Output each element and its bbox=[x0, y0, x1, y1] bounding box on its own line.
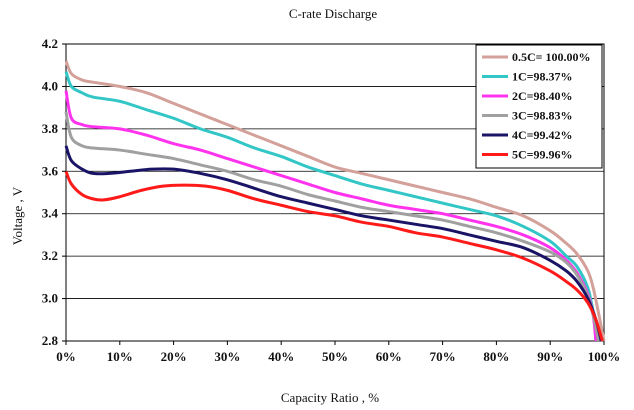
series-layer bbox=[64, 60, 606, 342]
y-tick-label: 3.6 bbox=[42, 163, 59, 178]
y-tick-label: 4.2 bbox=[42, 36, 58, 51]
x-tick-label: 60% bbox=[376, 349, 402, 364]
legend-label: 5C=99.96% bbox=[512, 148, 573, 162]
legend: 0.5C= 100.00% 1C=98.37% 2C=98.40% 3C=98.83%… bbox=[475, 44, 603, 169]
legend-label: 2C=98.40% bbox=[512, 89, 573, 103]
x-tick-label: 40% bbox=[268, 349, 294, 364]
series-line-2 bbox=[64, 71, 598, 342]
x-tick-label: 0% bbox=[56, 349, 76, 364]
series-line-4 bbox=[64, 111, 601, 342]
x-tick-label: 10% bbox=[107, 349, 133, 364]
x-tick-label: 30% bbox=[214, 349, 240, 364]
y-tick-label: 3.0 bbox=[42, 291, 58, 306]
legend-box bbox=[475, 44, 603, 169]
x-tick-label: 90% bbox=[537, 349, 563, 364]
legend-label: 3C=98.83% bbox=[512, 109, 573, 123]
series-line-5 bbox=[64, 145, 603, 342]
legend-label: 1C=98.37% bbox=[512, 70, 573, 84]
y-tick-label: 3.2 bbox=[42, 248, 58, 263]
x-tick-label: 80% bbox=[483, 349, 509, 364]
x-axis-title: Capacity Ratio , % bbox=[281, 390, 379, 405]
grid-lines bbox=[66, 86, 604, 299]
legend-label: 0.5C= 100.00% bbox=[512, 50, 591, 64]
y-tick-label: 4.0 bbox=[42, 78, 58, 93]
x-axis-ticks: 0% 10% 20% 30% 40% 50% 60% 70% 80% 90% 100% bbox=[56, 341, 620, 364]
series-line-3 bbox=[64, 90, 598, 342]
x-tick-label: 20% bbox=[161, 349, 187, 364]
series-line-6 bbox=[64, 170, 604, 342]
y-tick-label: 2.8 bbox=[42, 333, 59, 348]
x-tick-label: 100% bbox=[588, 349, 621, 364]
chart-title: C-rate Discharge bbox=[289, 6, 377, 21]
y-axis-title: Voltage , V bbox=[10, 186, 25, 245]
x-tick-label: 50% bbox=[322, 349, 348, 364]
y-tick-label: 3.4 bbox=[42, 206, 59, 221]
x-tick-label: 70% bbox=[430, 349, 456, 364]
legend-label: 4C=99.42% bbox=[512, 128, 573, 142]
y-axis-ticks: 2.8 3.0 3.2 3.4 3.6 3.8 4.0 4.2 bbox=[42, 36, 66, 348]
y-tick-label: 3.8 bbox=[42, 121, 59, 136]
series-line-1 bbox=[64, 60, 606, 342]
